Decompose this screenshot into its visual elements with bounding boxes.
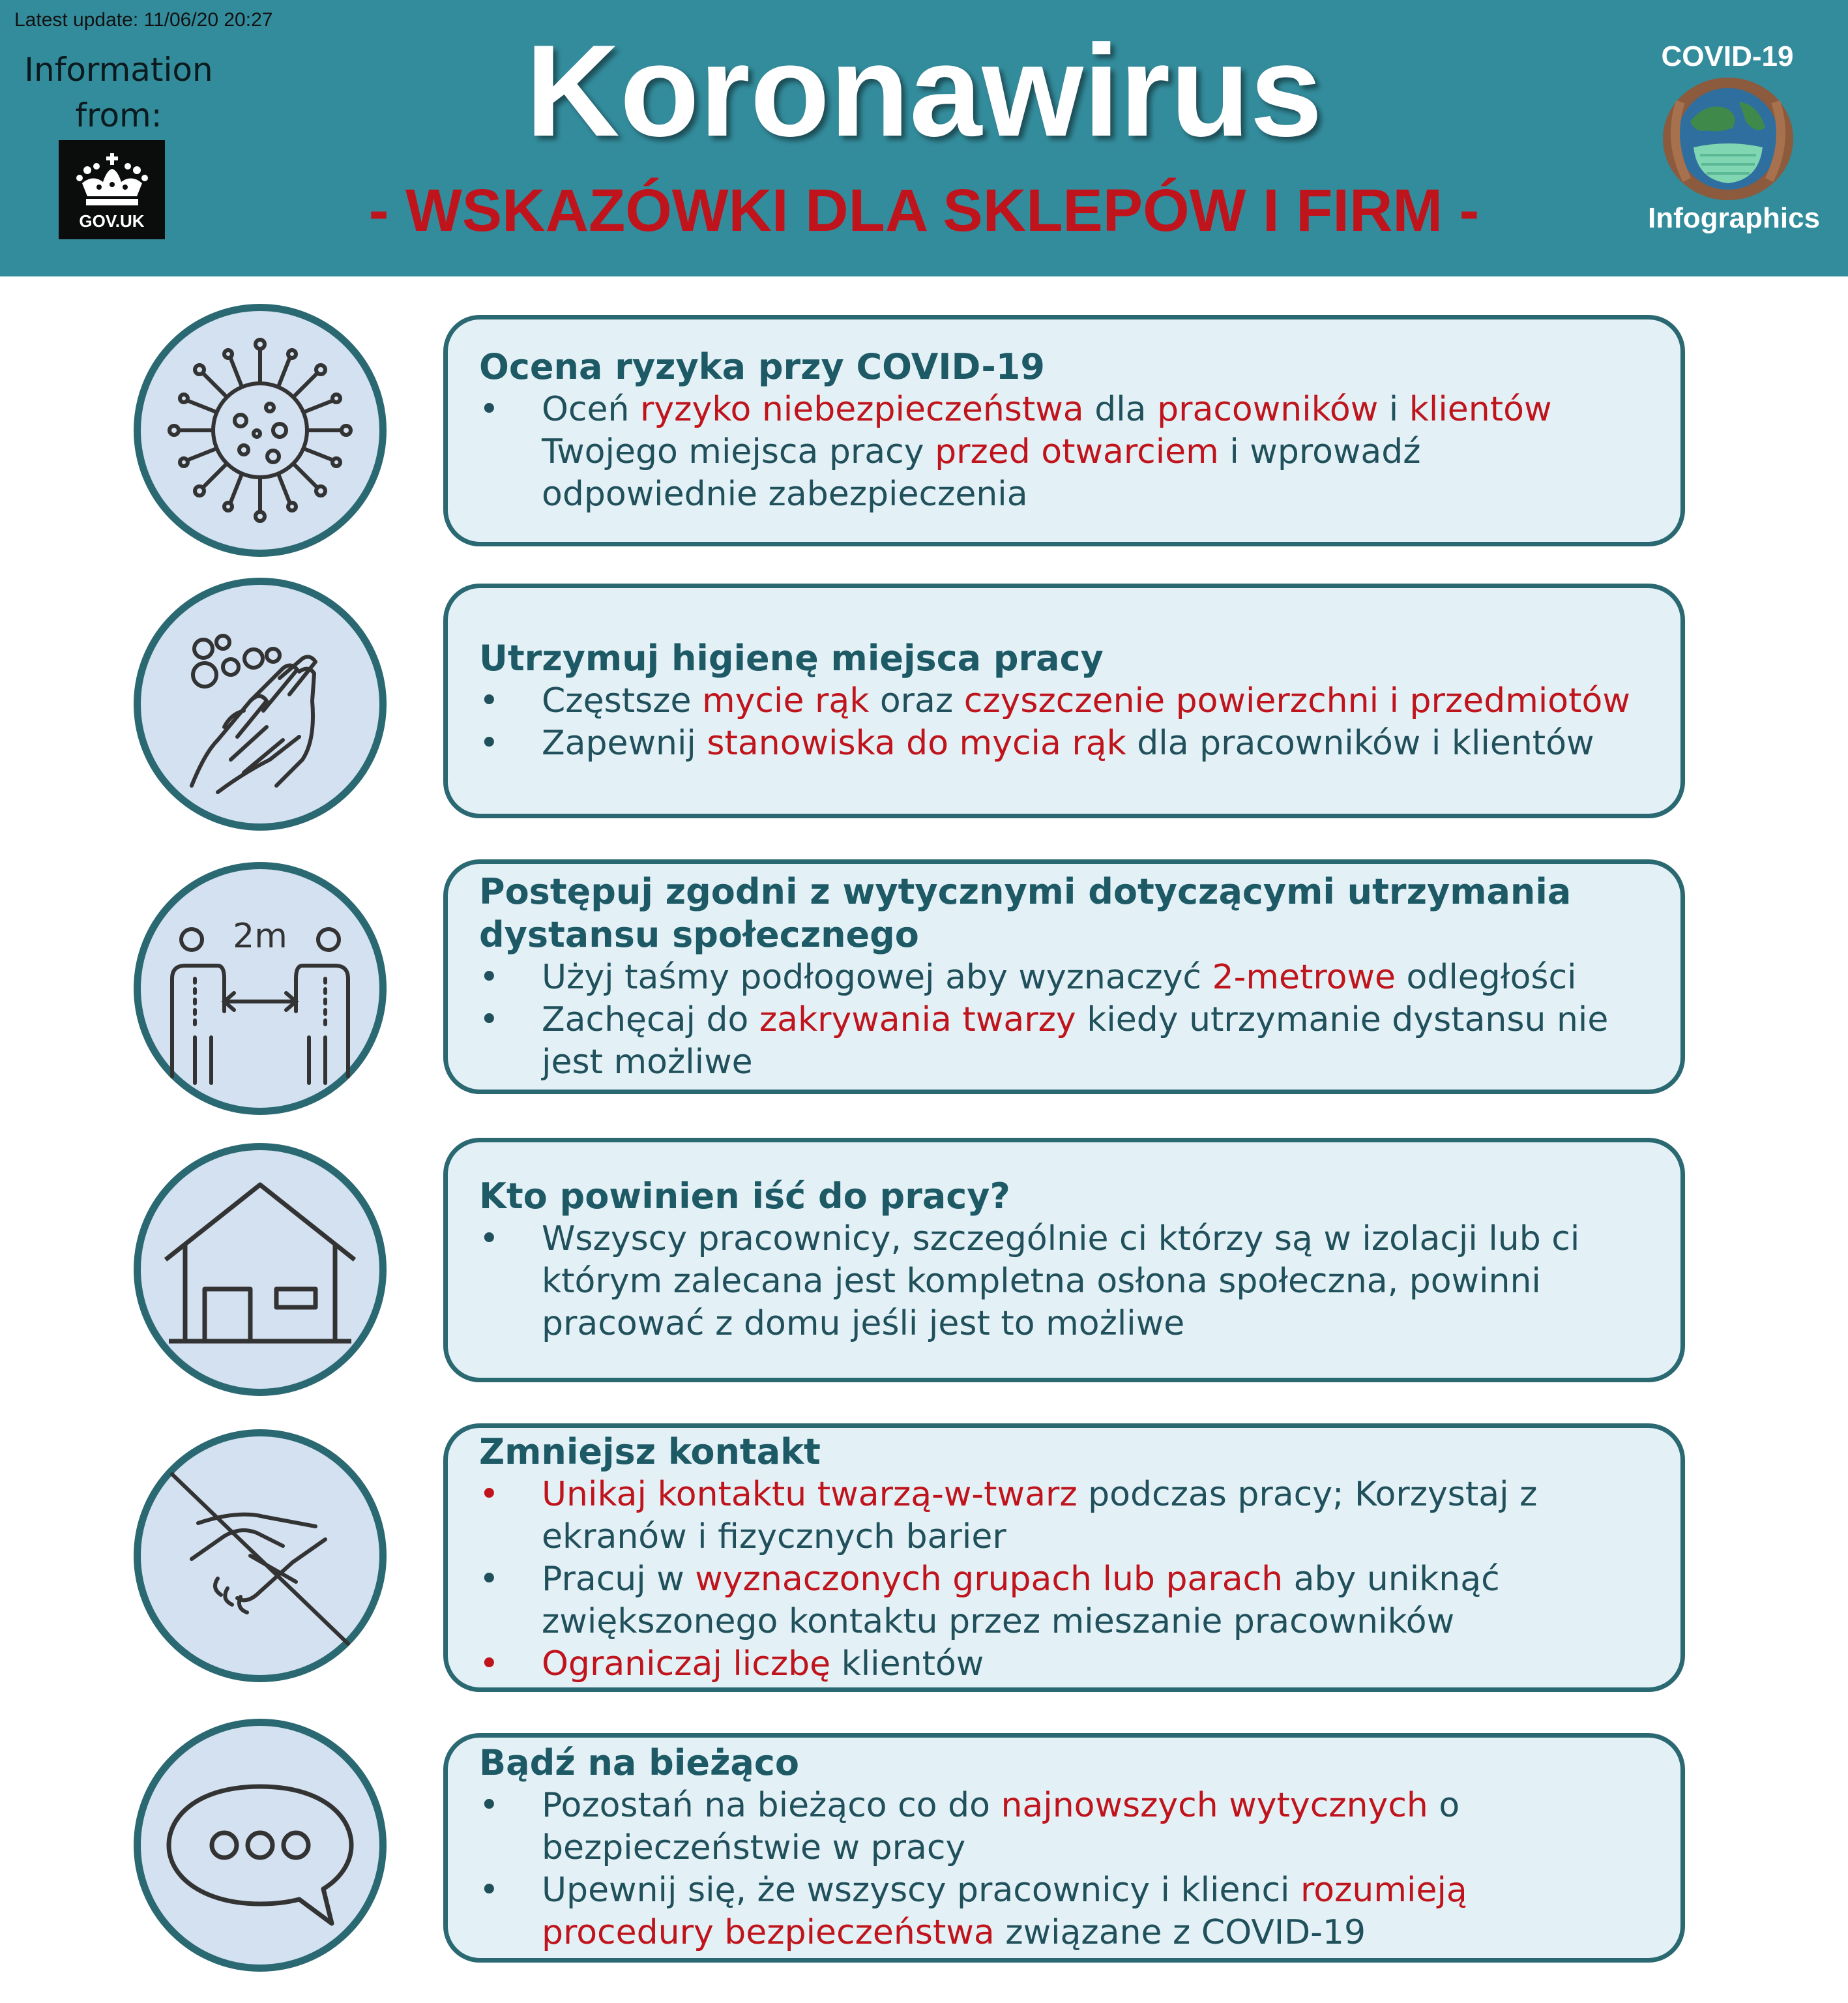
card-risk-assessment: Ocena ryzyka przy COVID-19 • Oceń ryzyko … [443, 315, 1685, 546]
bullet-dot: • [479, 1000, 499, 1039]
card-who-should-work: Kto powinien iść do pracy? • Wszyscy prac… [443, 1138, 1685, 1382]
highlight-text: Ograniczaj liczbę [542, 1644, 831, 1684]
highlight-text: stanowiska do mycia rąk [707, 724, 1126, 763]
body-text: Użyj taśmy podłogowej aby wyznaczyć [542, 957, 1212, 997]
distance-label: 2m [233, 917, 287, 956]
card-stay-updated: Bądź na bieżąco • Pozostań na bieżąco co … [443, 1733, 1685, 1963]
body-text: związane z COVID-19 [994, 1913, 1366, 1952]
body-text: Oceń [542, 390, 640, 429]
info-line-2: from: [75, 96, 162, 134]
body-text: podczas pracy; Korzystaj z ekranów i fiz… [542, 1474, 1538, 1556]
speech-bubble-icon [134, 1719, 387, 1972]
gov-uk-label: GOV.UK [79, 211, 145, 231]
crown-icon [76, 153, 148, 205]
bullet-dot: • [479, 1559, 499, 1599]
bullet-item: • Wszyscy pracownicy, szczególnie ci któr… [479, 1218, 1641, 1345]
info-line-1: Information [24, 51, 213, 89]
card-title: Ocena ryzyka przy COVID-19 [479, 346, 1045, 387]
body-text: dla pracowników i klientów [1126, 724, 1594, 763]
highlight-text: najnowszych wytycznych [1001, 1786, 1428, 1825]
bullet-list: • Pozostań na bieżąco co do najnowszych w… [479, 1785, 1641, 1954]
card-title: Zmniejsz kontakt [479, 1431, 821, 1472]
bullet-item: • Częstsze mycie rąk oraz czyszczenie pow… [479, 680, 1641, 722]
bullet-dot: • [479, 1644, 499, 1684]
card-social-distancing: Postępuj zgodni z wytycznymi dotyczącymi… [443, 859, 1685, 1094]
highlight-text: przed otwarciem [935, 432, 1219, 471]
bullet-item: • Zachęcaj do zakrywania twarzy kiedy utr… [479, 999, 1641, 1084]
highlight-text: mycie rąk [701, 681, 870, 720]
card-title: Bądź na bieżąco [479, 1742, 799, 1783]
bullet-item: • Pozostań na bieżąco co do najnowszych w… [479, 1785, 1641, 1869]
no-handshake-icon [134, 1429, 387, 1682]
bullet-item: • Pracuj w wyznaczonych grupach lub parac… [479, 1558, 1641, 1643]
card-title: Kto powinien iść do pracy? [479, 1176, 1010, 1217]
covid-badge-label: COVID-19 [1661, 40, 1794, 72]
house-icon [134, 1143, 387, 1396]
bullet-item: • Zapewnij stanowiska do mycia rąk dla pr… [479, 722, 1641, 765]
information-from-label: Information from: [14, 47, 223, 138]
highlight-text: wyznaczonych grupach lub parach [695, 1559, 1283, 1599]
header-banner: Latest update: 11/06/20 20:27 Informatio… [0, 0, 1848, 276]
page-title: Koronawirus [525, 18, 1323, 164]
page-subtitle: - WSKAZÓWKI DLA SKLEPÓW I FIRM - [368, 177, 1480, 244]
bullet-dot: • [479, 724, 499, 763]
body-text: odległości [1396, 957, 1577, 997]
latest-update-text: Latest update: 11/06/20 20:27 [14, 9, 273, 31]
infographics-badge-label: Infographics [1647, 202, 1821, 234]
card-title: Utrzymuj higienę miejsca pracy [479, 638, 1104, 679]
card-reduce-contact: Zmniejsz kontakt • Unikaj kontaktu twarzą… [443, 1423, 1685, 1692]
body-text: i wprowadź odpowiednie zabezpieczenia [542, 432, 1421, 514]
body-text: Pracuj w [542, 1559, 696, 1599]
body-text: Upewnij się, że wszyscy pracownicy i kli… [542, 1871, 1301, 1910]
bullet-dot: • [479, 1871, 499, 1910]
social-distance-icon: 2m [134, 862, 387, 1115]
bullet-dot: • [479, 1219, 499, 1258]
bullet-dot: • [479, 957, 499, 997]
body-text: Zachęcaj do [542, 1000, 759, 1039]
highlight-text: 2-metrowe [1212, 957, 1396, 997]
body-text: i [1378, 390, 1409, 429]
body-text: Zapewnij [542, 724, 707, 763]
bullet-dot: • [479, 1474, 499, 1514]
gov-uk-logo: GOV.UK [59, 140, 165, 239]
body-text: Pozostań na bieżąco co do [542, 1786, 1001, 1825]
bullet-dot: • [479, 390, 499, 429]
highlight-text: Unikaj kontaktu twarzą-w-twarz [542, 1474, 1078, 1514]
highlight-text: klientów [1409, 390, 1552, 429]
bullet-item: • Oceń ryzyko niebezpieczeństwa dla praco… [479, 389, 1641, 516]
card-hygiene: Utrzymuj higienę miejsca pracy • Częstsze… [443, 584, 1685, 818]
highlight-text: ryzyko niebezpieczeństwa [640, 390, 1084, 429]
bullet-item: • Użyj taśmy podłogowej aby wyznaczyć 2-m… [479, 957, 1641, 999]
bullet-list: • Częstsze mycie rąk oraz czyszczenie pow… [479, 680, 1641, 765]
highlight-text: rozumieją procedury bezpieczeństwa [542, 1871, 1467, 1952]
highlight-text: pracowników [1157, 390, 1379, 429]
body-text: aby uniknąć zwiększonego kontaktu przez … [542, 1559, 1500, 1641]
body-text: Częstsze [542, 681, 702, 720]
body-text: klientów [830, 1644, 984, 1684]
body-text: dla [1083, 390, 1158, 429]
bullet-list: • Użyj taśmy podłogowej aby wyznaczyć 2-m… [479, 957, 1641, 1084]
hand-washing-icon [134, 578, 387, 831]
body-text: Twojego miejsca pracy [542, 432, 935, 471]
bullet-item: • Ograniczaj liczbę klientów [479, 1643, 1641, 1685]
bullet-list: • Unikaj kontaktu twarzą-w-twarz podczas … [479, 1474, 1641, 1685]
body-text: oraz [869, 681, 964, 720]
masked-globe-icon [1663, 78, 1793, 200]
bullet-dot: • [479, 1786, 499, 1825]
bullet-item: • Unikaj kontaktu twarzą-w-twarz podczas … [479, 1474, 1641, 1558]
body-text: o bezpieczeństwie w pracy [542, 1786, 1460, 1867]
bullet-item: • Upewnij się, że wszyscy pracownicy i kl… [479, 1869, 1641, 1954]
bullet-dot: • [479, 681, 499, 720]
card-title: Postępuj zgodni z wytycznymi dotyczącymi… [479, 870, 1572, 955]
bullet-list: • Oceń ryzyko niebezpieczeństwa dla praco… [479, 389, 1641, 516]
bullet-list: • Wszyscy pracownicy, szczególnie ci któr… [479, 1218, 1641, 1345]
highlight-text: zakrywania twarzy [759, 1000, 1076, 1039]
body-text: kiedy utrzymanie dystansu nie jest możli… [542, 1000, 1609, 1082]
highlight-text: czyszczenie powierzchni i przedmiotów [963, 681, 1630, 720]
virus-icon [134, 304, 387, 557]
body-text: Wszyscy pracownicy, szczególnie ci którz… [542, 1219, 1580, 1343]
